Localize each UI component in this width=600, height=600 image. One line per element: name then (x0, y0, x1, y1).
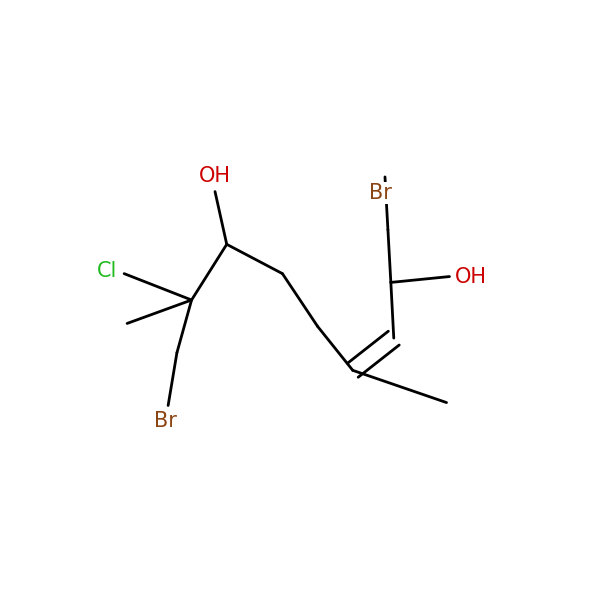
Text: Br: Br (154, 412, 176, 431)
Text: Cl: Cl (97, 260, 117, 281)
Text: OH: OH (455, 266, 487, 287)
Text: Br: Br (370, 183, 392, 203)
Text: OH: OH (199, 166, 231, 186)
